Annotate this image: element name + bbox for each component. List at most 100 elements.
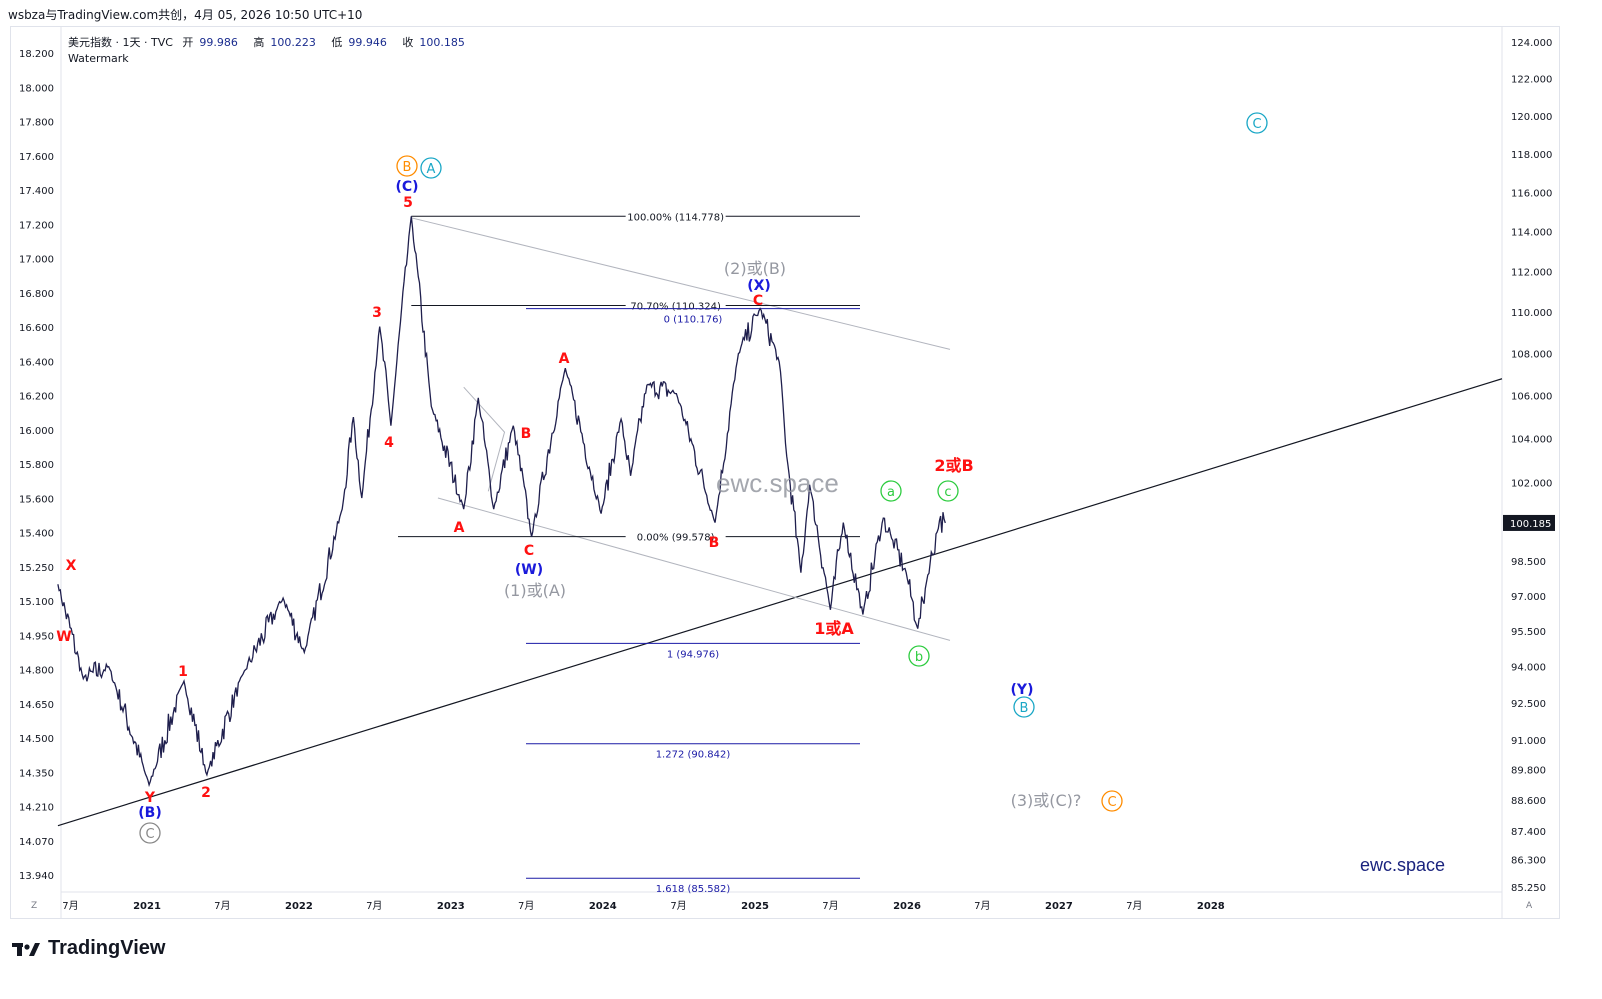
- time-tick-label: 7月: [1126, 900, 1142, 912]
- time-tick-label: 2027: [1045, 901, 1073, 912]
- time-axis: 7月 2021 7月 2022 7月 2023 7月 2024 7月 2025 7月 2026 7月 20…: [61, 891, 1502, 912]
- wave-label: b: [915, 650, 923, 665]
- channel-upper-line: [411, 217, 951, 350]
- wave-label: (X): [747, 278, 771, 294]
- wave-label: X: [66, 558, 77, 574]
- low-label: 低 99.946: [331, 36, 387, 49]
- fib-extension-label: 0 (110.176): [664, 315, 723, 326]
- left-tick-label: 14.070: [19, 837, 54, 848]
- high-value: 100.223: [270, 36, 316, 49]
- right-tick-label: 85.250: [1511, 883, 1546, 894]
- left-tick-label: 14.650: [19, 700, 54, 711]
- left-tick-label: 14.800: [19, 666, 54, 677]
- right-tick-label: 108.000: [1511, 350, 1552, 361]
- tradingview-logo[interactable]: TradingView: [12, 937, 165, 960]
- left-tick-label: 15.100: [19, 597, 54, 608]
- right-tick-label: 120.000: [1511, 112, 1552, 123]
- chart-frame: [10, 26, 1560, 919]
- wave-label: C: [1252, 117, 1261, 132]
- wave-label-circle: [908, 645, 930, 667]
- wave-label: C: [753, 293, 763, 309]
- right-tick-label: 118.000: [1511, 150, 1552, 161]
- left-tick-label: 15.600: [19, 494, 54, 505]
- left-tick-label: 13.940: [19, 871, 54, 882]
- wave-label: Y: [144, 790, 156, 806]
- wave-label: 1或A: [814, 619, 854, 638]
- drawings-layer: 100.00% (114.778) 70.70% (110.324) 0.00% (…: [57, 209, 1503, 895]
- time-tick-label: 2023: [437, 901, 465, 912]
- right-tick-label: 86.300: [1511, 855, 1546, 866]
- price-line: [57, 216, 946, 788]
- wave-label: B: [709, 535, 720, 551]
- wave-label: 3: [372, 305, 382, 321]
- left-tick-label: 16.400: [19, 357, 54, 368]
- wave-label: B: [1020, 701, 1029, 716]
- wave-label: (W): [515, 562, 543, 578]
- left-price-axis: 18.200 18.000 17.800 17.600 17.400 17.200 17.0…: [19, 27, 62, 918]
- wave-label-circle: [139, 822, 161, 844]
- time-tick-label: 2025: [741, 901, 769, 912]
- wave-label: a: [887, 485, 895, 500]
- right-tick-label: 122.000: [1511, 75, 1552, 86]
- wave-label: (1)或(A): [504, 581, 566, 600]
- fib-label-bg: [625, 529, 726, 543]
- left-tick-label: 17.600: [19, 152, 54, 163]
- right-tick-label: 110.000: [1511, 308, 1552, 319]
- left-tick-label: 14.350: [19, 768, 54, 779]
- fib-extension-label: 1.272 (90.842): [656, 750, 731, 761]
- fib-label-bg: [625, 209, 726, 223]
- left-tick-label: 16.000: [19, 426, 54, 437]
- time-tick-label: 2022: [285, 901, 313, 912]
- chart-watermark: ewc.space: [716, 468, 839, 498]
- left-tick-label: 15.800: [19, 460, 54, 471]
- auto-scale-button[interactable]: A: [1526, 901, 1533, 911]
- left-tick-label: 14.500: [19, 734, 54, 745]
- right-tick-label: 95.500: [1511, 627, 1546, 638]
- last-price-label: 100.185: [1510, 519, 1551, 530]
- wave-label: 2: [201, 785, 211, 801]
- left-tick-label: 18.200: [19, 49, 54, 60]
- left-tick-label: 14.210: [19, 803, 54, 814]
- brand-name: TradingView: [48, 937, 166, 959]
- left-tick-label: 17.000: [19, 255, 54, 266]
- wave-label: 5: [403, 195, 413, 211]
- fib-retracement-label: 100.00% (114.778): [627, 212, 724, 223]
- close-value: 100.185: [419, 36, 465, 49]
- wave-label: B: [403, 160, 412, 175]
- close-label: 收 100.185: [402, 36, 465, 49]
- fib-extension-label: 1 (94.976): [667, 649, 719, 660]
- right-tick-label: 97.000: [1511, 592, 1546, 603]
- right-tick-label: 87.400: [1511, 827, 1546, 838]
- time-tick-label: 7月: [670, 900, 686, 912]
- channel-lower-line: [437, 497, 951, 641]
- high-label: 高 100.223: [253, 36, 316, 49]
- right-tick-label: 112.000: [1511, 268, 1552, 279]
- tradingview-logo-icon: [12, 942, 40, 956]
- long-term-trendline: [57, 378, 1503, 827]
- wave-label-circle: [1101, 790, 1123, 812]
- wave-label: (2)或(B): [724, 259, 786, 278]
- watermark-indicator-label[interactable]: Watermark: [68, 52, 129, 65]
- right-tick-label: 124.000: [1511, 38, 1552, 49]
- left-tick-label: 14.950: [19, 631, 54, 642]
- open-value: 99.986: [199, 36, 238, 49]
- left-tick-label: 17.200: [19, 220, 54, 231]
- right-tick-label: 104.000: [1511, 435, 1552, 446]
- wave-label: C: [1107, 795, 1116, 810]
- time-tick-label: 2026: [893, 901, 921, 912]
- time-tick-label: 7月: [822, 900, 838, 912]
- right-tick-label: 114.000: [1511, 228, 1552, 239]
- left-tick-label: 16.600: [19, 323, 54, 334]
- wave-label: 2或B: [934, 456, 973, 475]
- right-price-axis: 124.000 122.000 120.000 118.000 116.000 114.0…: [1501, 27, 1555, 918]
- fib-retracement-label: 0.00% (99.578): [637, 533, 715, 544]
- last-price-tag: [1503, 514, 1555, 531]
- scale-mode-button-left[interactable]: Z: [31, 901, 38, 911]
- low-value: 99.946: [348, 36, 387, 49]
- wave-label: 4: [384, 435, 394, 451]
- time-tick-label: 2024: [589, 901, 617, 912]
- symbol-label[interactable]: 美元指数 · 1天 · TVC: [68, 36, 173, 49]
- left-tick-label: 15.400: [19, 529, 54, 540]
